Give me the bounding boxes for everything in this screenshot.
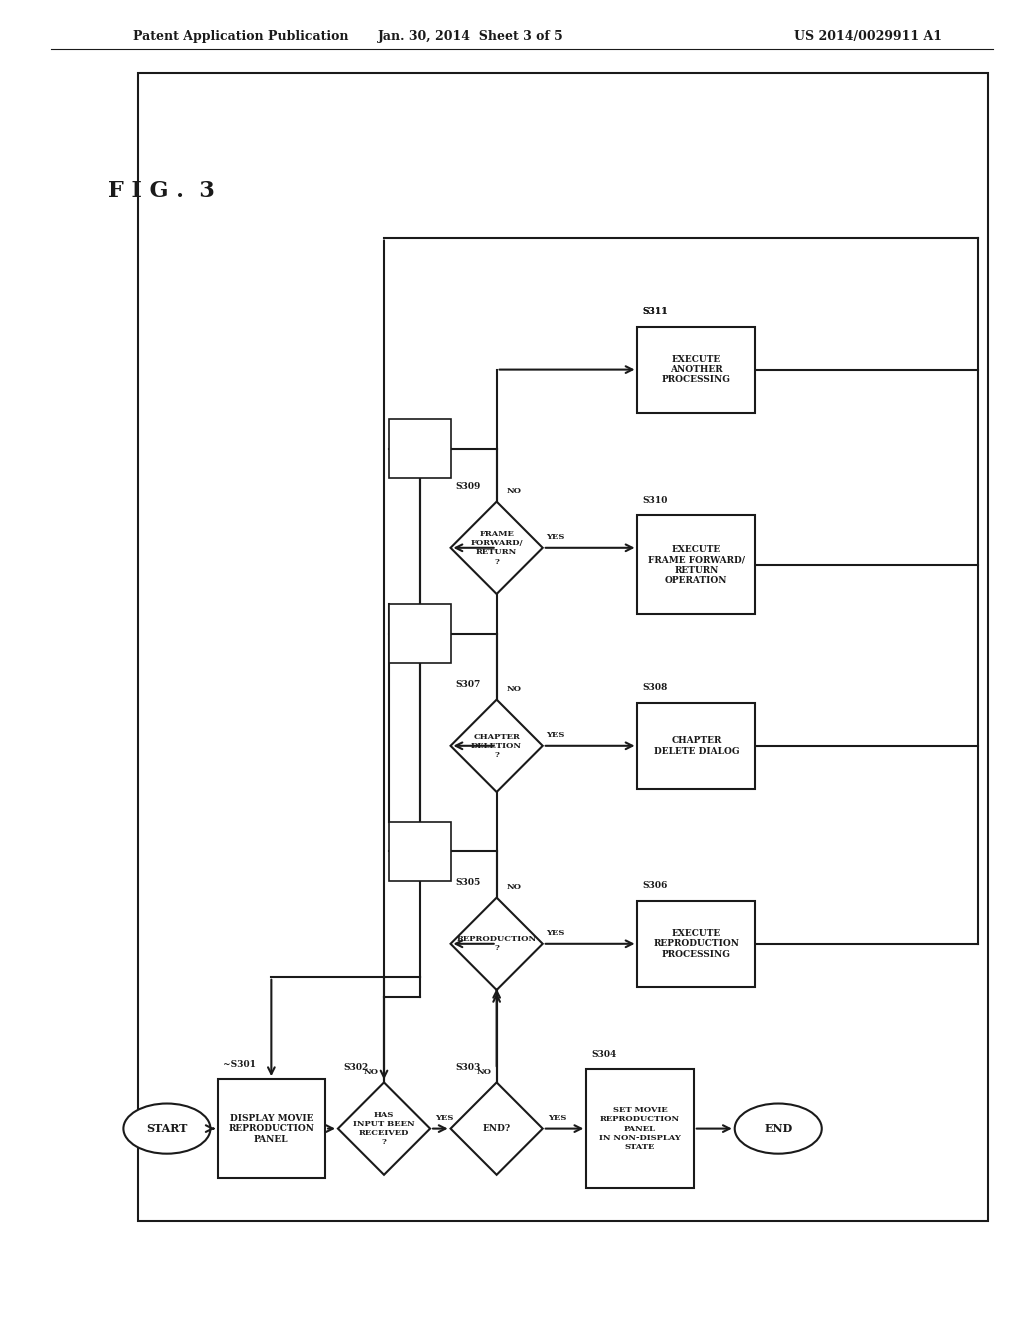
Text: NO: NO	[507, 487, 522, 495]
FancyBboxPatch shape	[637, 902, 756, 987]
Text: EXECUTE
REPRODUCTION
PROCESSING: EXECUTE REPRODUCTION PROCESSING	[653, 929, 739, 958]
Polygon shape	[451, 502, 543, 594]
Text: Patent Application Publication: Patent Application Publication	[133, 30, 348, 44]
Text: NO: NO	[476, 1068, 492, 1076]
Text: Jan. 30, 2014  Sheet 3 of 5: Jan. 30, 2014 Sheet 3 of 5	[378, 30, 564, 44]
Text: REPRODUCTION
?: REPRODUCTION ?	[457, 935, 537, 953]
Text: S311: S311	[643, 308, 669, 317]
Text: FRAME
FORWARD/
RETURN
?: FRAME FORWARD/ RETURN ?	[470, 531, 523, 565]
Text: S307: S307	[456, 680, 481, 689]
Text: END: END	[764, 1123, 793, 1134]
FancyBboxPatch shape	[389, 418, 451, 478]
Text: SET MOVIE
REPRODUCTION
PANEL
IN NON-DISPLAY
STATE: SET MOVIE REPRODUCTION PANEL IN NON-DISP…	[599, 1106, 681, 1151]
Text: S304: S304	[592, 1049, 616, 1059]
Text: HAS
INPUT BEEN
RECEIVED
?: HAS INPUT BEEN RECEIVED ?	[353, 1111, 415, 1146]
FancyBboxPatch shape	[637, 327, 756, 412]
Text: S311: S311	[643, 308, 669, 317]
Text: EXECUTE
ANOTHER
PROCESSING: EXECUTE ANOTHER PROCESSING	[662, 355, 731, 384]
Text: S305: S305	[456, 878, 481, 887]
Text: NO: NO	[507, 883, 522, 891]
Polygon shape	[451, 1082, 543, 1175]
FancyBboxPatch shape	[637, 516, 756, 615]
Text: CHAPTER
DELETION
?: CHAPTER DELETION ?	[471, 733, 522, 759]
Text: NO: NO	[507, 685, 522, 693]
Text: S302: S302	[343, 1063, 369, 1072]
Text: S309: S309	[456, 482, 481, 491]
FancyBboxPatch shape	[637, 704, 756, 789]
Text: YES: YES	[546, 731, 564, 739]
Polygon shape	[451, 700, 543, 792]
Text: EXECUTE
FRAME FORWARD/
RETURN
OPERATION: EXECUTE FRAME FORWARD/ RETURN OPERATION	[648, 545, 744, 585]
Text: S303: S303	[456, 1063, 481, 1072]
Text: YES: YES	[546, 929, 564, 937]
FancyBboxPatch shape	[218, 1080, 326, 1179]
Text: CHAPTER
DELETE DIALOG: CHAPTER DELETE DIALOG	[653, 737, 739, 755]
Text: YES: YES	[548, 1114, 566, 1122]
Text: S310: S310	[643, 496, 668, 506]
FancyBboxPatch shape	[389, 821, 451, 882]
Text: DISPLAY MOVIE
REPRODUCTION
PANEL: DISPLAY MOVIE REPRODUCTION PANEL	[228, 1114, 314, 1143]
Text: START: START	[146, 1123, 187, 1134]
Text: END?: END?	[482, 1125, 511, 1133]
Ellipse shape	[123, 1104, 211, 1154]
Polygon shape	[338, 1082, 430, 1175]
Text: F I G .  3: F I G . 3	[108, 181, 214, 202]
Text: S308: S308	[643, 684, 668, 692]
Text: YES: YES	[435, 1114, 454, 1122]
Text: NO: NO	[364, 1068, 379, 1076]
FancyBboxPatch shape	[389, 605, 451, 663]
Polygon shape	[451, 898, 543, 990]
Text: US 2014/0029911 A1: US 2014/0029911 A1	[794, 30, 942, 44]
Text: ~S301: ~S301	[223, 1060, 256, 1069]
Ellipse shape	[735, 1104, 822, 1154]
FancyBboxPatch shape	[586, 1069, 694, 1188]
Text: YES: YES	[546, 533, 564, 541]
Text: S306: S306	[643, 882, 668, 890]
